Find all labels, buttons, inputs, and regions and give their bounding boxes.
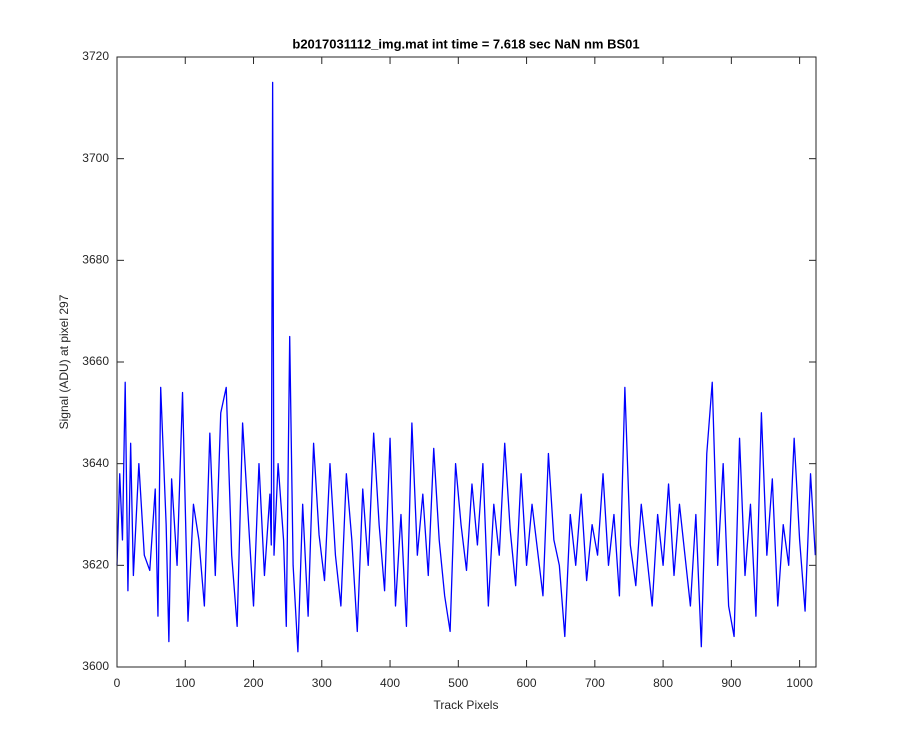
x-tick-label: 800 <box>653 676 673 690</box>
x-tick-label: 200 <box>244 676 264 690</box>
x-tick-label: 900 <box>721 676 741 690</box>
x-tick-label: 700 <box>585 676 605 690</box>
y-tick-label: 3660 <box>82 354 109 368</box>
x-tick-label: 500 <box>448 676 468 690</box>
y-axis-label: Signal (ADU) at pixel 297 <box>57 294 71 429</box>
plot-frame <box>116 56 817 668</box>
y-tick-label: 3600 <box>82 659 109 673</box>
x-tick-label: 100 <box>175 676 195 690</box>
y-tick-label: 3640 <box>82 456 109 470</box>
data-line <box>116 81 816 653</box>
y-tick-label: 3700 <box>82 151 109 165</box>
x-tick-label: 0 <box>114 676 121 690</box>
x-tick-label: 600 <box>517 676 537 690</box>
x-axis-label: Track Pixels <box>434 698 499 712</box>
x-tick-label: 400 <box>380 676 400 690</box>
y-tick-label: 3720 <box>82 49 109 63</box>
x-tick-label: 300 <box>312 676 332 690</box>
y-tick-label: 3620 <box>82 558 109 572</box>
x-tick-label: 1000 <box>786 676 813 690</box>
chart-title: b2017031112_img.mat int time = 7.618 sec… <box>292 36 639 51</box>
y-tick-label: 3680 <box>82 253 109 267</box>
